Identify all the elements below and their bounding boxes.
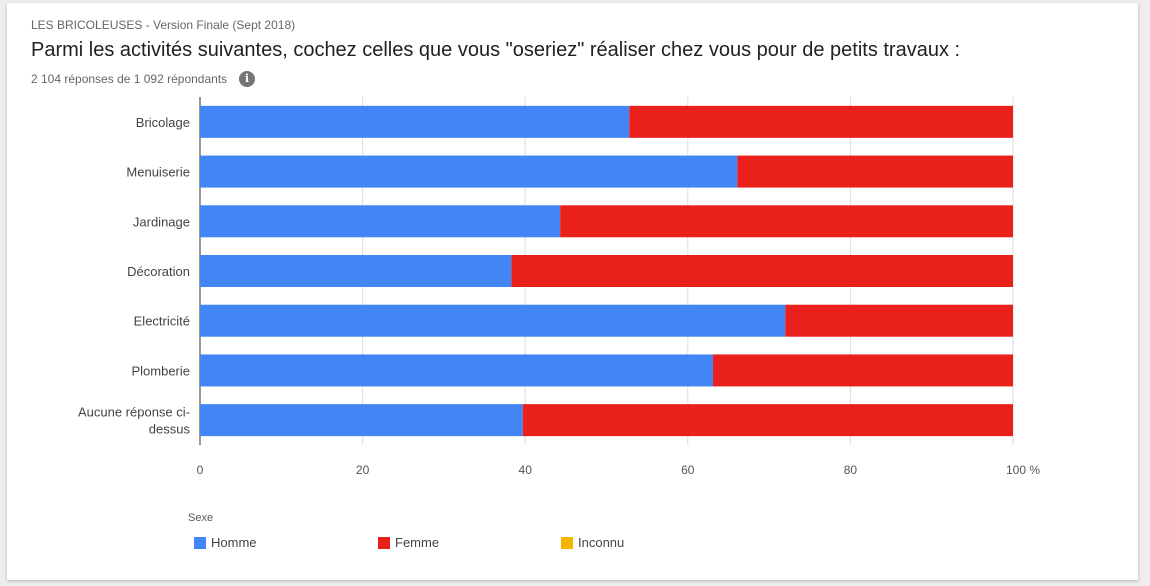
bar-homme xyxy=(200,155,738,188)
x-tick-label: 20 xyxy=(356,463,370,477)
legend-swatch xyxy=(378,536,390,549)
x-tick-label: 40 xyxy=(519,463,533,477)
y-category-label: Aucune réponse ci- xyxy=(78,405,190,420)
bar-femme xyxy=(737,155,1013,188)
legend-label: Homme xyxy=(211,535,257,550)
bar-femme xyxy=(560,205,1013,238)
legend-item-homme[interactable]: Homme xyxy=(194,535,257,550)
bar-homme xyxy=(200,205,561,238)
y-category-label: dessus xyxy=(149,422,191,437)
legend-label: Femme xyxy=(395,535,440,550)
bar-homme xyxy=(200,105,630,138)
bar-femme xyxy=(785,304,1013,337)
legend-title: Sexe xyxy=(188,512,214,524)
y-category-label: Menuiserie xyxy=(126,165,190,180)
chart-card: LES BRICOLEUSES - Version Finale (Sept 2… xyxy=(7,3,1138,580)
info-icon[interactable]: i xyxy=(239,71,255,87)
bar-femme xyxy=(511,255,1013,287)
bar-femme xyxy=(629,105,1013,138)
bar-femme xyxy=(713,354,1013,387)
response-count: 2 104 réponses de 1 092 répondants xyxy=(31,72,228,86)
bar-femme xyxy=(522,404,1013,437)
bar-homme xyxy=(200,404,523,437)
bar-homme xyxy=(200,354,714,387)
y-category-label: Plomberie xyxy=(131,363,190,378)
x-tick-label: 80 xyxy=(844,463,858,477)
y-category-label: Décoration xyxy=(127,264,190,279)
legend-item-inconnu[interactable]: Inconnu xyxy=(561,535,624,550)
question-title: Parmi les activités suivantes, cochez ce… xyxy=(31,39,961,61)
legend-swatch xyxy=(194,536,206,549)
y-category-label: Electricité xyxy=(134,314,190,329)
legend-label: Inconnu xyxy=(578,535,625,550)
y-category-label: Bricolage xyxy=(136,115,190,130)
x-tick-label: 100 % xyxy=(1006,463,1040,477)
bar-homme xyxy=(200,304,786,337)
y-category-label: Jardinage xyxy=(133,214,190,229)
bar-homme xyxy=(200,255,512,287)
x-tick-label: 0 xyxy=(197,463,204,477)
form-subtitle: LES BRICOLEUSES - Version Finale (Sept 2… xyxy=(31,18,296,32)
legend-swatch xyxy=(561,536,573,549)
legend-item-femme[interactable]: Femme xyxy=(378,535,439,550)
x-tick-label: 60 xyxy=(681,463,695,477)
